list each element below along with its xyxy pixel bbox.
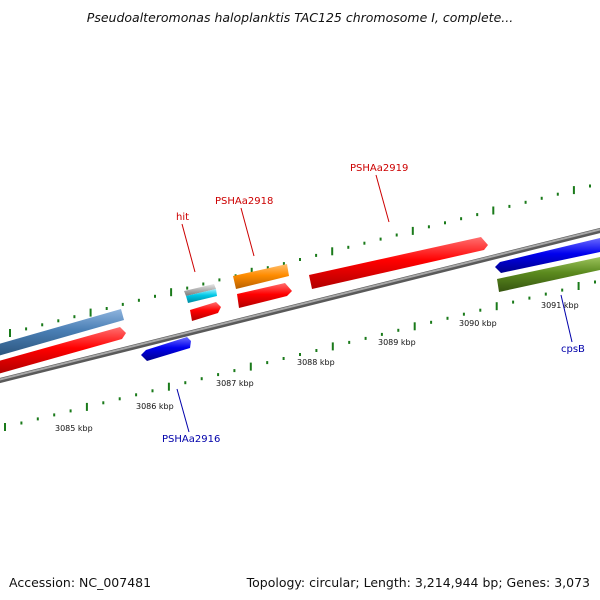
feature-hit-red[interactable] [190,302,221,321]
hit-label[interactable]: hit [176,212,189,223]
PSHAa2916-leader [176,388,190,433]
feature-PSHAa2918-gene[interactable] [237,283,292,308]
feature-PSHAa2919-gene[interactable] [309,237,488,289]
cpsB-leader [560,294,573,343]
feature-blue-gene-right[interactable] [495,238,600,273]
scale-label-3089: 3089 kbp [378,338,416,347]
PSHAa2919-leader [375,174,390,223]
feature-hit-cyan[interactable] [186,289,217,303]
feature-red-gene-left[interactable] [0,327,126,374]
feature-steelblue-gene[interactable] [0,309,124,356]
scale-label-3090: 3090 kbp [459,319,497,328]
PSHAa2916-label[interactable]: PSHAa2916 [162,434,220,445]
PSHAa2918-label[interactable]: PSHAa2918 [215,196,273,207]
PSHAa2918-leader [240,207,255,257]
accession-label: Accession: NC_007481 [9,575,152,590]
PSHAa2919-label[interactable]: PSHAa2919 [350,163,408,174]
feature-cpsB-gene[interactable] [497,257,600,292]
chromosome-backbone [0,227,600,384]
scale-label-3087: 3087 kbp [216,379,254,388]
scale-label-3085: 3085 kbp [55,424,93,433]
feature-hit-grey[interactable] [184,284,216,296]
scale-label-3086: 3086 kbp [136,402,174,411]
genome-summary-label: Topology: circular; Length: 3,214,944 bp… [246,575,590,590]
hit-leader [181,223,196,273]
feature-orange-gene[interactable] [233,264,289,289]
upper-tick-track [9,184,591,337]
scale-label-3091: 3091 kbp [541,301,579,310]
feature-PSHAa2916-gene[interactable] [141,337,191,361]
cpsB-label[interactable]: cpsB [561,344,585,355]
scale-tick-track [4,280,596,431]
map-title: Pseudoalteromonas haloplanktis TAC125 ch… [86,10,514,25]
scale-label-3088: 3088 kbp [297,358,335,367]
